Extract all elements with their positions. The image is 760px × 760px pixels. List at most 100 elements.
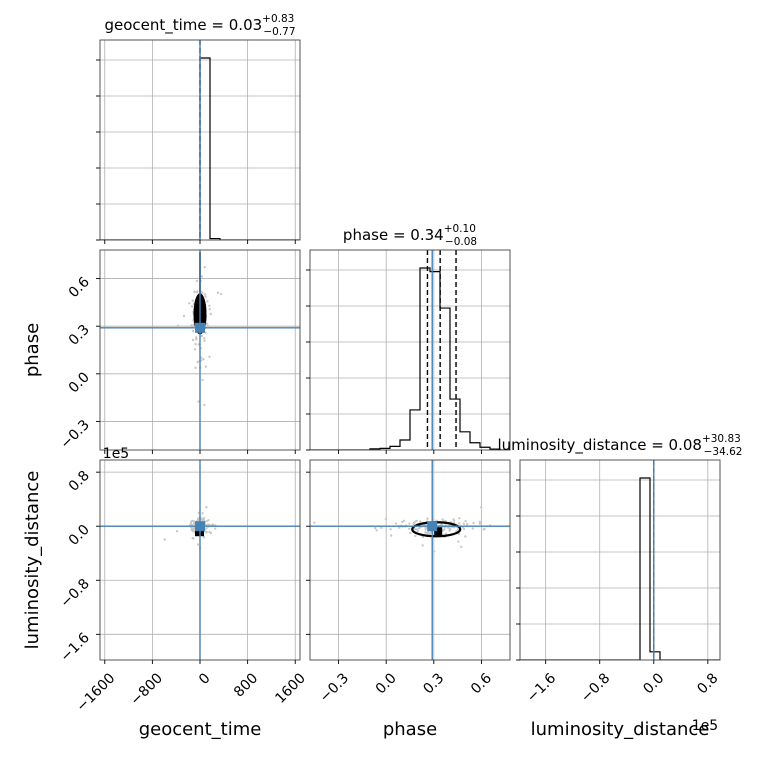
panel-geocent_time-phase xyxy=(100,250,300,450)
sample-point xyxy=(203,265,206,269)
sample-point xyxy=(201,291,204,294)
sample-point xyxy=(483,527,486,531)
x-tick-label: 1600 xyxy=(272,670,309,707)
truth-marker xyxy=(195,322,205,333)
sample-point xyxy=(464,519,467,523)
sample-point xyxy=(426,517,429,520)
sample-point xyxy=(190,305,194,308)
x-tick-label: 0.0 xyxy=(640,670,667,697)
sample-point xyxy=(192,526,196,529)
sample-point xyxy=(416,528,419,531)
sample-point xyxy=(206,300,209,303)
sample-point xyxy=(206,324,209,327)
histogram-geocent_time xyxy=(100,57,300,240)
sample-point xyxy=(202,516,206,520)
sample-point xyxy=(202,337,206,340)
sample-point xyxy=(197,400,200,403)
sample-point xyxy=(380,526,383,530)
sample-point xyxy=(452,518,455,521)
title-minus: −34.62 xyxy=(704,446,743,458)
sample-point xyxy=(374,526,377,530)
sample-point xyxy=(462,522,466,525)
sample-point xyxy=(192,519,195,523)
sample-point xyxy=(205,531,208,534)
sample-point xyxy=(384,517,388,521)
contour-core xyxy=(434,527,443,536)
sample-point xyxy=(200,334,204,338)
panel-phase-phase xyxy=(310,250,510,450)
sample-point xyxy=(204,365,208,368)
y-tick-label: 0.3 xyxy=(66,322,93,349)
diag-title-geocent_time: geocent_time = 0.03+0.83 −0.77 xyxy=(104,13,295,38)
sample-point xyxy=(394,522,398,525)
sample-point xyxy=(193,348,197,351)
truth-marker xyxy=(195,521,205,532)
sample-point xyxy=(190,527,194,530)
sample-point xyxy=(176,324,180,327)
panel-geocent_time-luminosity_distance xyxy=(100,460,300,660)
sample-point xyxy=(195,291,198,294)
sample-point xyxy=(471,527,475,530)
sample-point xyxy=(182,314,186,318)
sample-point xyxy=(163,538,166,541)
sample-point xyxy=(209,312,213,316)
sample-point xyxy=(409,531,412,535)
sample-point xyxy=(408,527,411,530)
sample-point xyxy=(416,529,419,533)
sample-point xyxy=(432,550,436,553)
sample-point xyxy=(196,543,200,546)
panel-frame xyxy=(309,249,511,451)
sample-point xyxy=(205,527,208,530)
sample-point xyxy=(175,529,179,533)
sample-point xyxy=(191,530,195,533)
sample-point xyxy=(188,302,191,305)
sample-point xyxy=(219,292,223,296)
sample-point xyxy=(194,342,197,346)
sample-point xyxy=(189,521,193,525)
panel-phase-luminosity_distance xyxy=(310,460,510,660)
sample-point xyxy=(205,322,209,325)
title-plus: +30.83 xyxy=(702,433,741,445)
x-tick-label: −1600 xyxy=(74,670,119,715)
x-tick-label: 0.3 xyxy=(420,670,447,697)
sample-point xyxy=(208,530,211,534)
x-tick-label: 0 xyxy=(196,670,214,688)
title-minus: −0.08 xyxy=(445,236,477,248)
x-tick-label: −800 xyxy=(127,670,166,709)
title-value: phase = 0.34 xyxy=(343,226,444,244)
sample-point xyxy=(456,528,460,531)
sample-point xyxy=(448,527,451,530)
histogram-luminosity_distance xyxy=(520,477,720,660)
x-axis-label: phase xyxy=(383,719,437,740)
sample-point xyxy=(201,378,204,382)
sample-point xyxy=(462,527,466,531)
sample-point xyxy=(205,505,208,509)
sample-point xyxy=(465,523,469,526)
sample-point xyxy=(458,522,461,525)
sample-point xyxy=(192,537,195,540)
title-plus: +0.83 xyxy=(262,13,294,25)
y-tick-label: 0.6 xyxy=(66,274,93,301)
sample-point xyxy=(443,528,446,531)
sample-point xyxy=(389,528,392,531)
y-tick-label: −0.3 xyxy=(57,417,92,452)
sample-point xyxy=(414,534,417,538)
sample-point xyxy=(207,518,210,522)
x-tick-label: 0.0 xyxy=(373,670,400,697)
y-axis-label: phase xyxy=(22,323,43,377)
sample-point xyxy=(313,521,316,524)
diag-title-luminosity_distance: luminosity_distance = 0.08+30.83 −34.62 xyxy=(498,433,743,458)
sample-point xyxy=(448,529,451,532)
sample-point xyxy=(203,339,206,342)
sample-point xyxy=(444,532,448,535)
y-tick-label: 0.8 xyxy=(66,468,93,495)
sample-point xyxy=(418,520,422,523)
sample-point xyxy=(201,512,204,515)
offset-text-y: 1e5 xyxy=(103,446,129,462)
y-tick-label: −0.8 xyxy=(57,576,92,611)
sample-point xyxy=(200,275,204,278)
y-axis-label: luminosity_distance xyxy=(22,471,43,650)
sample-point xyxy=(458,517,461,520)
sample-point xyxy=(479,506,483,509)
